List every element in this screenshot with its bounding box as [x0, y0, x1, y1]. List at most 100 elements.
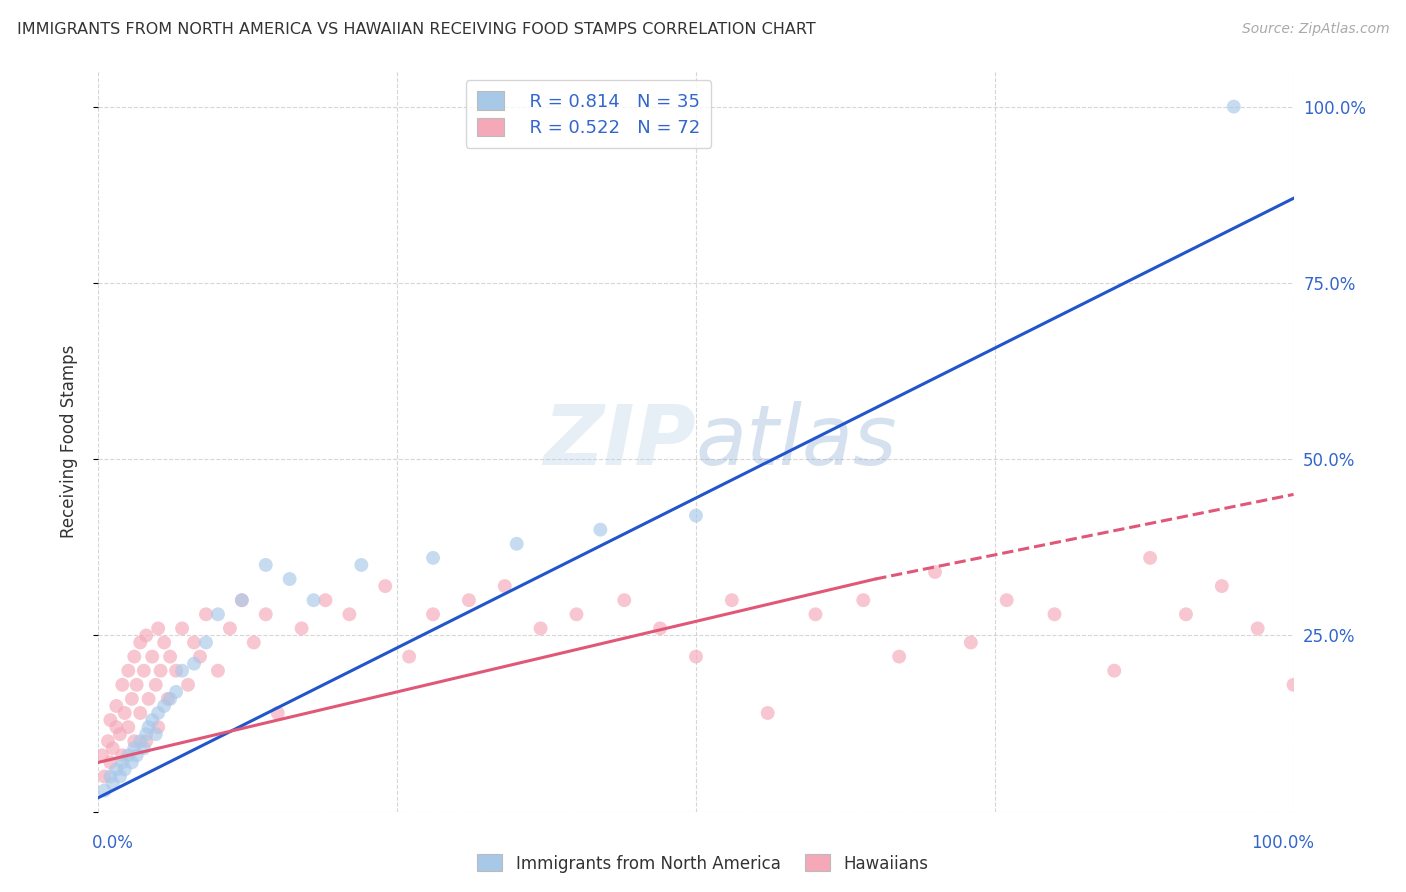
Point — [97, 734, 120, 748]
Point — [188, 649, 211, 664]
Point — [756, 706, 779, 720]
Point — [138, 692, 160, 706]
Point — [105, 720, 128, 734]
Point — [291, 621, 314, 635]
Legend: Immigrants from North America, Hawaiians: Immigrants from North America, Hawaiians — [471, 847, 935, 880]
Point — [398, 649, 420, 664]
Point — [129, 706, 152, 720]
Point — [148, 621, 170, 635]
Point — [141, 713, 163, 727]
Point — [302, 593, 325, 607]
Point — [172, 664, 194, 678]
Text: Source: ZipAtlas.com: Source: ZipAtlas.com — [1241, 22, 1389, 37]
Point — [125, 678, 148, 692]
Point — [98, 713, 122, 727]
Point — [148, 720, 170, 734]
Point — [422, 607, 444, 622]
Point — [685, 508, 707, 523]
Point — [852, 593, 875, 607]
Point — [650, 621, 672, 635]
Point — [207, 664, 229, 678]
Point — [804, 607, 827, 622]
Point — [111, 678, 134, 692]
Point — [105, 698, 128, 713]
Text: IMMIGRANTS FROM NORTH AMERICA VS HAWAIIAN RECEIVING FOOD STAMPS CORRELATION CHAR: IMMIGRANTS FROM NORTH AMERICA VS HAWAIIA… — [17, 22, 815, 37]
Point — [172, 621, 194, 635]
Point — [138, 720, 160, 734]
Point — [91, 748, 114, 763]
Legend:   R = 0.814   N = 35,   R = 0.522   N = 72: R = 0.814 N = 35, R = 0.522 N = 72 — [465, 80, 711, 148]
Point — [121, 692, 143, 706]
Point — [231, 593, 253, 607]
Text: ZIP: ZIP — [543, 401, 696, 482]
Point — [1139, 550, 1161, 565]
Point — [995, 593, 1018, 607]
Point — [156, 692, 179, 706]
Point — [114, 706, 136, 720]
Point — [153, 698, 176, 713]
Point — [219, 621, 242, 635]
Point — [149, 664, 172, 678]
Point — [135, 727, 157, 741]
Point — [721, 593, 744, 607]
Text: 0.0%: 0.0% — [91, 834, 134, 852]
Point — [132, 664, 155, 678]
Point — [98, 756, 122, 770]
Point — [177, 678, 200, 692]
Point — [458, 593, 481, 607]
Text: atlas: atlas — [696, 401, 897, 482]
Point — [124, 649, 146, 664]
Point — [589, 523, 612, 537]
Point — [1175, 607, 1198, 622]
Point — [135, 734, 157, 748]
Point — [117, 748, 139, 763]
Point — [613, 593, 636, 607]
Point — [121, 756, 143, 770]
Point — [506, 537, 529, 551]
Point — [148, 706, 170, 720]
Point — [108, 769, 131, 783]
Point — [145, 727, 167, 741]
Point — [111, 748, 134, 763]
Point — [165, 685, 187, 699]
Point — [1211, 579, 1233, 593]
Point — [129, 635, 152, 649]
Point — [98, 769, 122, 783]
Point — [165, 664, 187, 678]
Point — [117, 664, 139, 678]
Point — [93, 783, 115, 797]
Text: 100.0%: 100.0% — [1251, 834, 1315, 852]
Point — [565, 607, 588, 622]
Point — [108, 727, 131, 741]
Point — [105, 763, 128, 777]
Y-axis label: Receiving Food Stamps: Receiving Food Stamps — [59, 345, 77, 538]
Point — [207, 607, 229, 622]
Point — [422, 550, 444, 565]
Point — [153, 635, 176, 649]
Point — [159, 692, 181, 706]
Point — [243, 635, 266, 649]
Point — [494, 579, 516, 593]
Point — [183, 657, 205, 671]
Point — [889, 649, 911, 664]
Point — [1247, 621, 1270, 635]
Point — [195, 607, 218, 622]
Point — [350, 558, 373, 572]
Point — [960, 635, 983, 649]
Point — [339, 607, 361, 622]
Point — [183, 635, 205, 649]
Point — [530, 621, 553, 635]
Point — [117, 720, 139, 734]
Point — [195, 635, 218, 649]
Point — [114, 763, 136, 777]
Point — [267, 706, 290, 720]
Point — [1043, 607, 1066, 622]
Point — [145, 678, 167, 692]
Point — [1104, 664, 1126, 678]
Point — [111, 756, 134, 770]
Point — [101, 776, 124, 790]
Point — [159, 649, 181, 664]
Point — [685, 649, 707, 664]
Point — [231, 593, 253, 607]
Point — [129, 734, 152, 748]
